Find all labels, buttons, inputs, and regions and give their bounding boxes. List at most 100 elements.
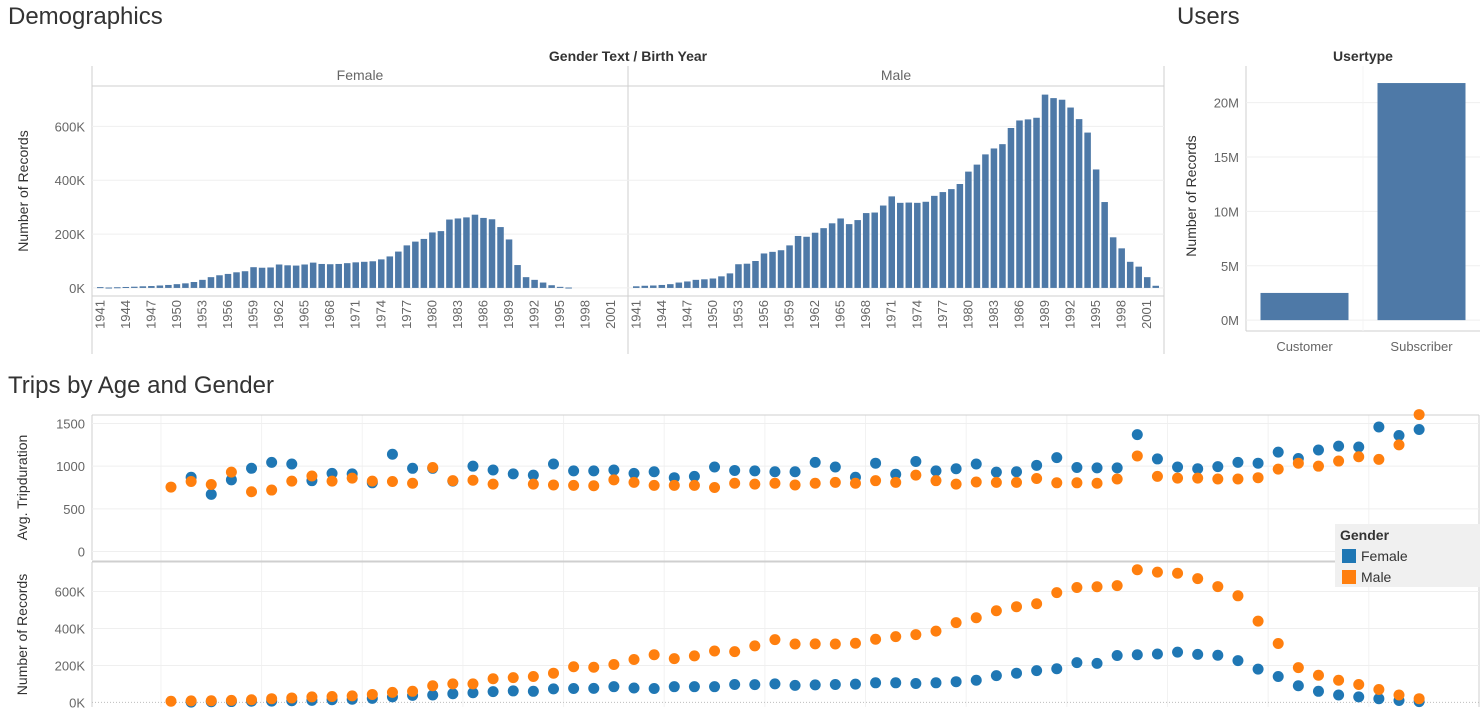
point-female-1987-duration (1091, 462, 1103, 474)
bar-male-1998 (1118, 248, 1125, 288)
point-female-1947-duration (286, 458, 298, 470)
point-female-1981-duration (970, 458, 982, 470)
point-male-1997-records (1292, 662, 1304, 674)
point-female-1985-records (1051, 663, 1063, 675)
point-female-1980-records (950, 676, 962, 688)
bar-male-1946 (675, 282, 683, 288)
bar-male-1985 (1007, 128, 1015, 288)
bar-female-1991 (522, 277, 530, 288)
bar-female-1978 (412, 241, 419, 288)
point-female-1981-records (970, 674, 982, 686)
point-male-1983-records (1011, 601, 1023, 613)
point-male-1981-duration (970, 476, 982, 488)
point-male-1964-records (628, 654, 640, 666)
legend-item-female[interactable]: Female (1342, 548, 1408, 564)
point-male-1978-duration (910, 469, 922, 481)
point-female-1994-records (1232, 655, 1244, 667)
point-female-1960-duration (547, 458, 559, 470)
demographics-y-tick-label: 400K (55, 173, 86, 188)
point-male-1960-duration (547, 479, 559, 491)
point-female-1967-duration (688, 470, 700, 482)
point-male-1972-records (789, 638, 801, 650)
trips-y-tick-label: 400K (55, 621, 86, 636)
point-male-1984-duration (1031, 473, 1043, 485)
point-female-1995-records (1252, 663, 1264, 675)
bar-female-1956 (224, 273, 232, 288)
point-female-1985-duration (1051, 452, 1063, 464)
bar-female-1944 (122, 286, 130, 288)
point-male-1996-duration (1272, 463, 1284, 475)
point-male-1971-records (769, 634, 781, 646)
point-male-1976-duration (870, 475, 882, 487)
point-female-1956-duration (467, 460, 479, 472)
bar-male-1991 (1058, 99, 1066, 288)
point-male-1970-records (749, 640, 761, 652)
pane-header-female: Female (337, 67, 384, 83)
demographics-x-tick-label: 1956 (756, 300, 771, 329)
point-female-2002-duration (1393, 429, 1405, 441)
demographics-title: Demographics (8, 3, 163, 30)
demographics-x-tick-label: 1965 (833, 300, 848, 329)
bar-female-1976 (395, 251, 402, 288)
point-male-1961-records (568, 661, 580, 673)
point-female-1964-records (628, 682, 640, 694)
point-male-1977-records (890, 631, 902, 643)
point-male-1999-duration (1333, 455, 1345, 467)
point-female-1986-duration (1071, 461, 1083, 473)
point-male-1991-records (1172, 567, 1184, 579)
point-male-1956-records (467, 678, 479, 690)
bar-female-1970 (343, 263, 351, 288)
point-female-2000-duration (1353, 441, 1365, 453)
bar-male-1989 (1041, 94, 1049, 288)
users-y-tick-label: 15M (1214, 150, 1239, 165)
demographics-x-tick-label: 1971 (884, 300, 899, 329)
bar-male-1981 (973, 164, 981, 288)
point-male-1978-records (910, 629, 922, 641)
demographics-x-tick-label: 1977 (935, 300, 950, 329)
point-female-1953-duration (407, 462, 419, 474)
point-male-1947-duration (286, 475, 298, 487)
point-male-1966-duration (668, 479, 680, 491)
point-female-1970-records (749, 679, 761, 691)
point-male-1964-duration (628, 476, 640, 488)
point-male-1963-duration (608, 474, 620, 486)
point-male-1957-records (487, 673, 499, 685)
point-male-1953-duration (407, 477, 419, 489)
point-male-1975-duration (849, 477, 861, 489)
point-female-2000-records (1353, 691, 1365, 703)
point-male-1975-records (849, 637, 861, 649)
point-male-1993-duration (1212, 473, 1224, 485)
demographics-x-tick-label: 1998 (578, 300, 593, 329)
bar-female-1966 (309, 262, 317, 288)
bar-female-1947 (148, 286, 155, 288)
users-header: Usertype (1333, 48, 1393, 64)
bar-male-1968 (862, 213, 870, 288)
point-female-1989-records (1131, 649, 1143, 661)
bar-male-1953 (735, 264, 742, 288)
bar-female-1959 (250, 267, 257, 288)
point-female-1988-duration (1111, 462, 1123, 474)
demographics-x-tick-label: 1992 (527, 300, 542, 329)
point-male-1966-records (668, 653, 680, 665)
bar-male-1997 (1109, 237, 1117, 288)
point-male-1987-records (1091, 581, 1103, 593)
demographics-x-tick-label: 1989 (1037, 300, 1052, 329)
bar-male-1993 (1075, 119, 1083, 288)
point-male-1983-duration (1011, 476, 1023, 488)
point-male-1955-duration (447, 475, 459, 487)
point-male-1962-records (588, 661, 600, 673)
demographics-x-tick-label: 1959 (246, 300, 261, 329)
bar-male-1975 (922, 201, 930, 288)
bar-male-1999 (1126, 261, 1134, 288)
point-male-1951-records (366, 688, 378, 700)
point-female-1968-duration (709, 461, 721, 473)
point-male-1941-records (165, 695, 177, 707)
bar-male-1945 (667, 284, 674, 288)
point-female-1988-records (1111, 649, 1123, 661)
bar-female-1977 (403, 245, 411, 288)
legend-item-male[interactable]: Male (1342, 569, 1391, 585)
gender-legend[interactable]: Gender Female Male (1335, 524, 1480, 587)
bar-male-1965 (837, 218, 844, 288)
point-female-1956-records (467, 687, 479, 699)
point-female-1982-duration (990, 466, 1002, 478)
